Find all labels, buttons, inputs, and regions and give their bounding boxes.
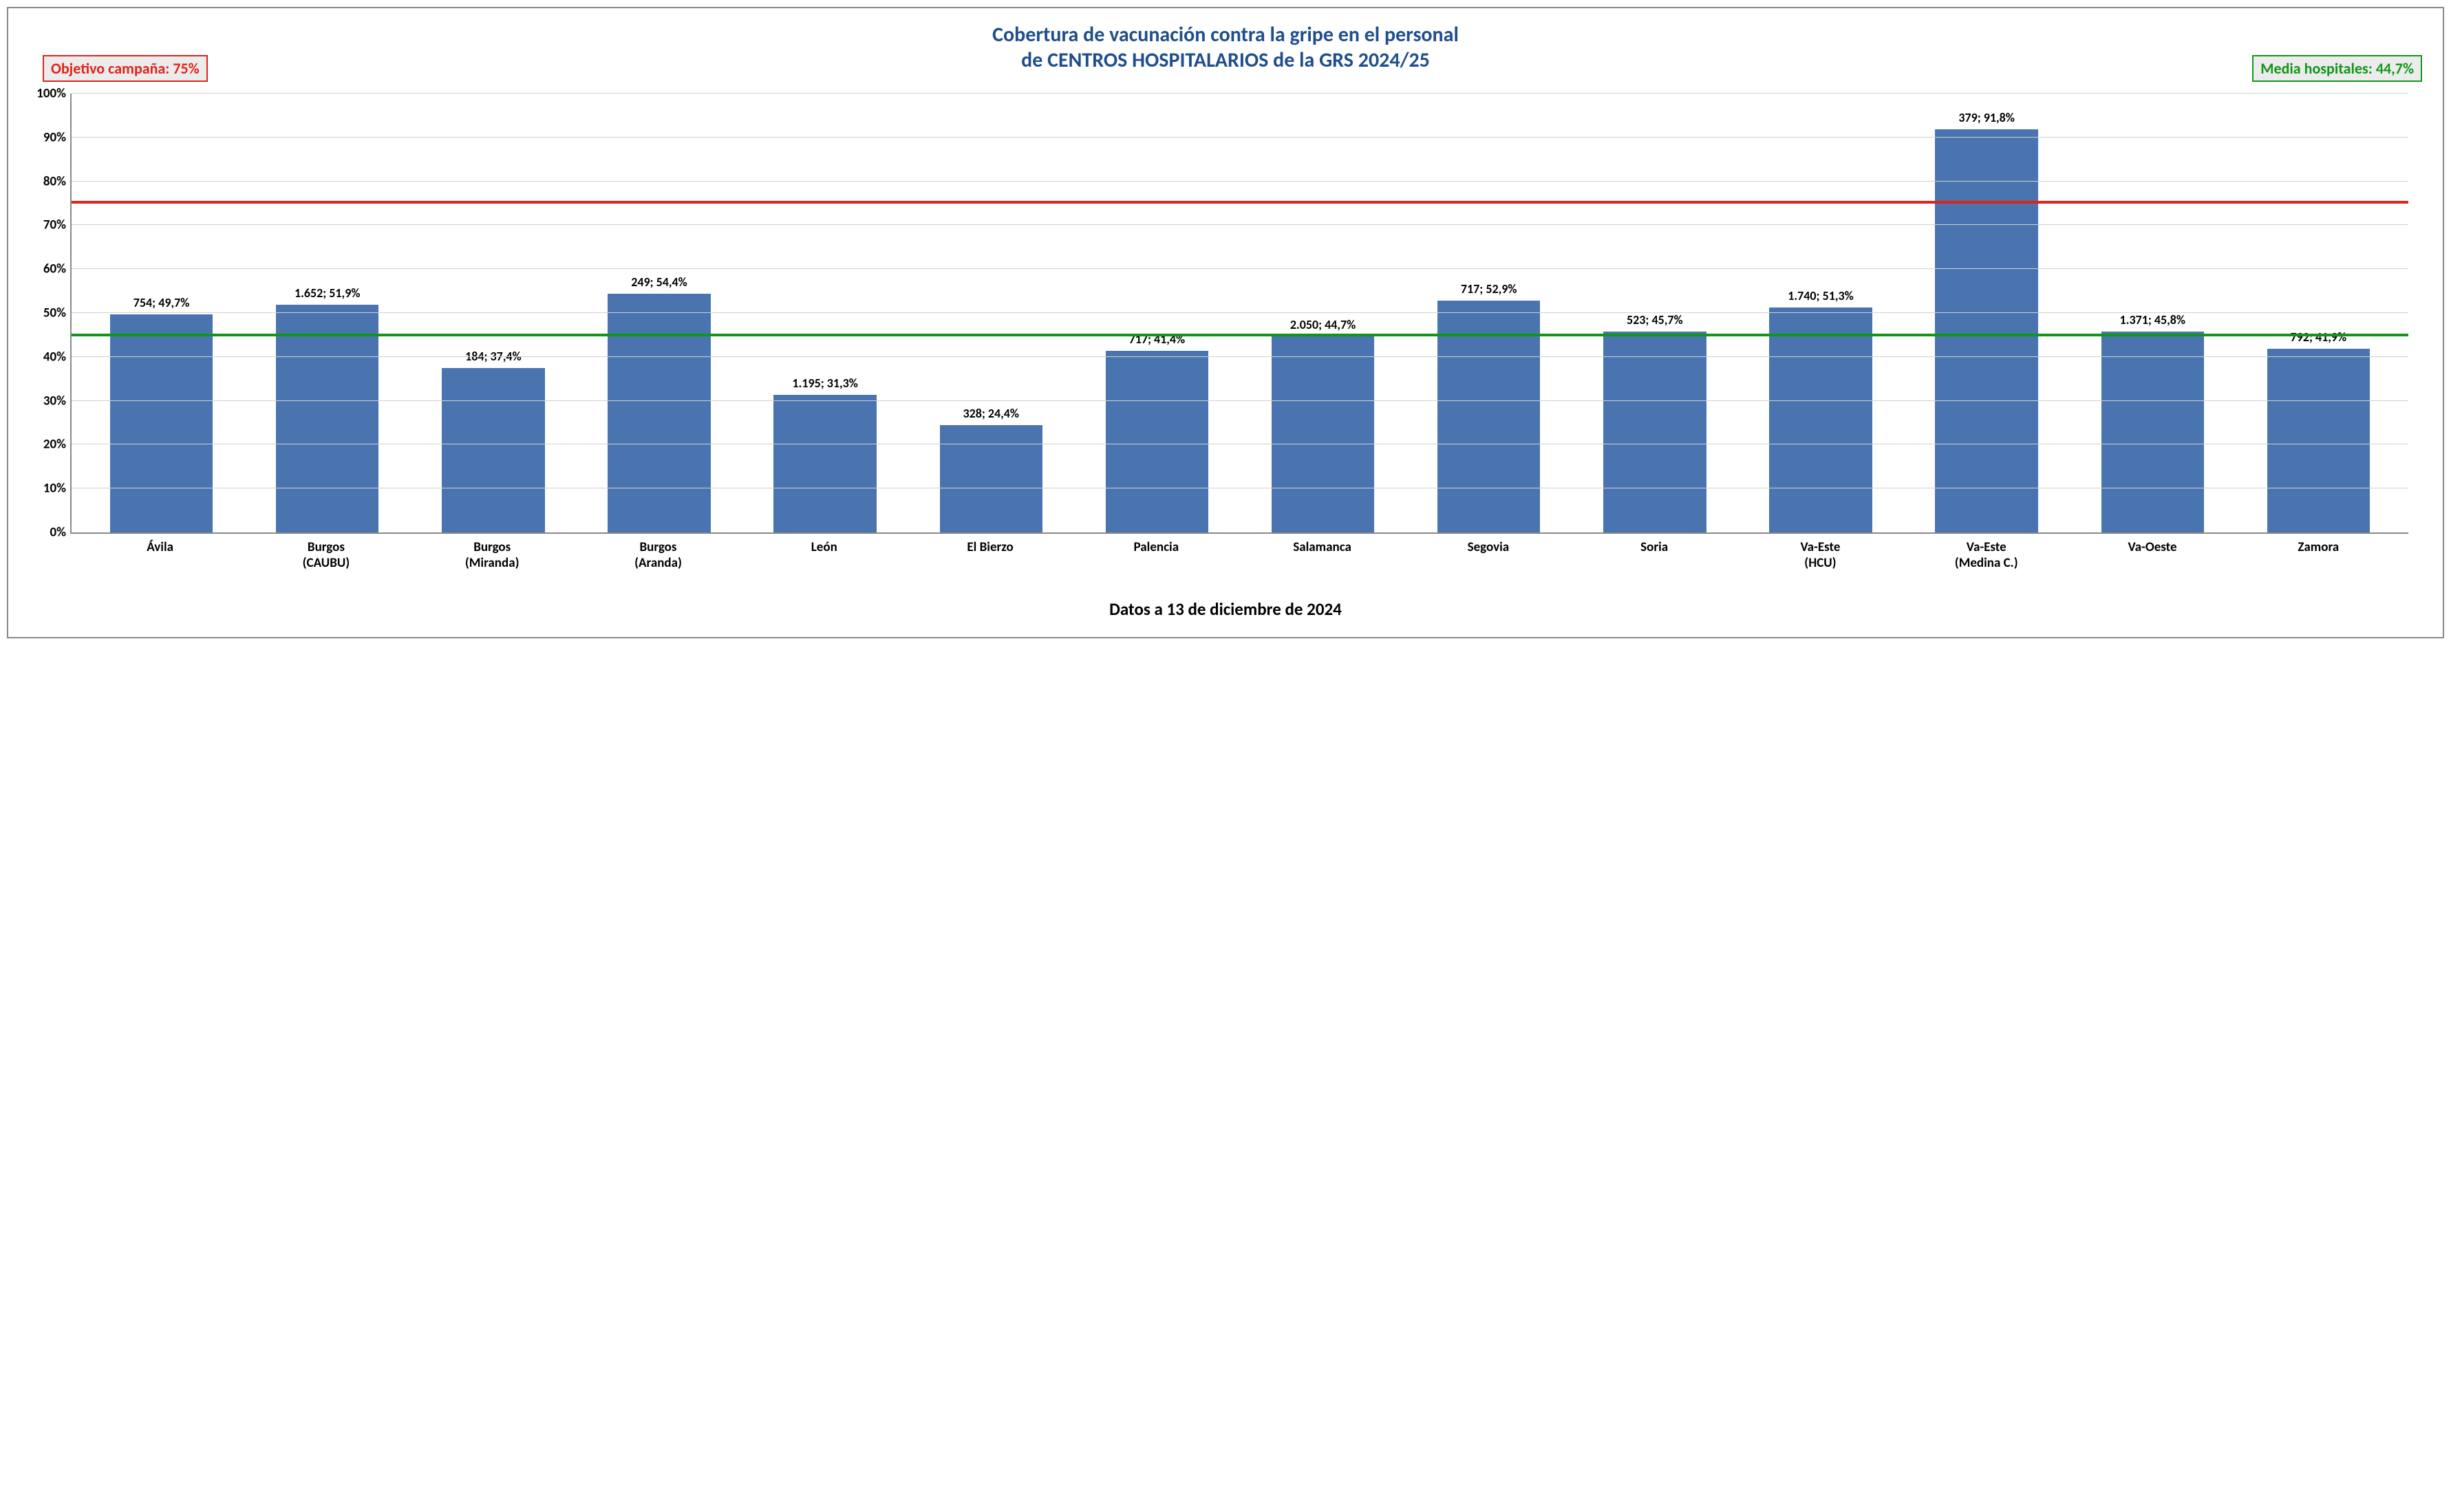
gridline <box>72 137 2408 138</box>
ytick-label: 40% <box>43 349 72 365</box>
bar-slot: 754; 49,7% <box>78 94 244 532</box>
bar-slot: 717; 41,4% <box>1074 94 1240 532</box>
gridline <box>72 356 2408 357</box>
chart-footer: Datos a 13 de diciembre de 2024 <box>29 598 2422 620</box>
x-axis-label: Burgos(Miranda) <box>409 539 575 571</box>
bar <box>276 305 379 532</box>
bar-value-label: 754; 49,7% <box>133 295 190 310</box>
x-axis-label: Burgos(Aranda) <box>575 539 741 571</box>
bar-value-label: 1.740; 51,3% <box>1788 288 1853 303</box>
bar-value-label: 2.050; 44,7% <box>1290 317 1356 332</box>
ytick-label: 10% <box>43 481 72 497</box>
bar <box>1935 129 2038 532</box>
bar-slot: 523; 45,7% <box>1572 94 1737 532</box>
footer-text: Datos a 13 de diciembre de 2024 <box>1109 598 1342 620</box>
x-axis-label: Soria <box>1572 539 1737 571</box>
gridline <box>72 93 2408 94</box>
objective-line <box>72 201 2408 204</box>
objective-badge: Objetivo campaña: 75% <box>43 55 208 82</box>
bar-slot: 328; 24,4% <box>908 94 1074 532</box>
bar-slot: 1.652; 51,9% <box>244 94 410 532</box>
bar <box>110 314 213 532</box>
bar-slot: 1.740; 51,3% <box>1737 94 1903 532</box>
bar <box>1603 332 1706 532</box>
mean-badge: Media hospitales: 44,7% <box>2252 55 2422 82</box>
x-axis-label: Ávila <box>77 539 243 571</box>
bar-value-label: 1.195; 31,3% <box>792 376 857 391</box>
bar-slot: 1.371; 45,8% <box>2070 94 2236 532</box>
x-axis-label: Zamora <box>2236 539 2401 571</box>
ytick-label: 60% <box>43 261 72 277</box>
gridline <box>72 400 2408 401</box>
bar-value-label: 1.652; 51,9% <box>295 285 360 301</box>
bar <box>1769 307 1872 532</box>
plot-region: 754; 49,7% 1.652; 51,9% 184; 37,4% 249; 54,… <box>70 94 2408 534</box>
x-axis-label: El Bierzo <box>907 539 1073 571</box>
x-axis-label: Va-Este(Medina C.) <box>1903 539 2069 571</box>
title-line-1: Cobertura de vacunación contra la gripe … <box>29 22 2422 47</box>
bar-value-label: 792; 41,9% <box>2291 330 2347 345</box>
bar-value-label: 328; 24,4% <box>963 406 1019 421</box>
bar <box>940 425 1043 532</box>
x-axis-label: Salamanca <box>1239 539 1405 571</box>
chart-frame: Objetivo campaña: 75% Media hospitales: … <box>7 7 2444 638</box>
ytick-label: 30% <box>43 393 72 409</box>
bar-value-label: 1.371; 45,8% <box>2120 312 2185 327</box>
title-line2-prefix: de <box>1021 47 1047 73</box>
gridline <box>72 181 2408 182</box>
x-axis-label: Va-Este(HCU) <box>1737 539 1903 571</box>
ytick-label: 80% <box>43 173 72 189</box>
bar <box>773 395 877 532</box>
x-axis-label: Va-Oeste <box>2069 539 2235 571</box>
bar-slot: 717; 52,9% <box>1406 94 1572 532</box>
bar <box>1106 351 1209 532</box>
ytick-label: 0% <box>50 525 72 541</box>
title-line2-emph: CENTROS HOSPITALARIOS <box>1047 47 1268 73</box>
bar-value-label: 379; 91,8% <box>1958 110 2015 125</box>
bar <box>1272 336 1375 532</box>
bar <box>442 368 545 532</box>
chart-area: 754; 49,7% 1.652; 51,9% 184; 37,4% 249; 54,… <box>70 94 2408 571</box>
ytick-label: 100% <box>36 86 72 102</box>
x-axis-label: Segovia <box>1405 539 1571 571</box>
bar-slot: 249; 54,4% <box>576 94 742 532</box>
gridline <box>72 312 2408 313</box>
bar-value-label: 249; 54,4% <box>631 274 687 290</box>
mean-badge-text: Media hospitales: 44,7% <box>2260 59 2414 78</box>
x-axis-labels: ÁvilaBurgos(CAUBU)Burgos(Miranda)Burgos(… <box>70 539 2408 571</box>
bar-value-label: 717; 52,9% <box>1461 281 1517 296</box>
ytick-label: 20% <box>43 437 72 453</box>
bar <box>2267 349 2370 532</box>
x-axis-label: Burgos(CAUBU) <box>243 539 409 571</box>
bars-container: 754; 49,7% 1.652; 51,9% 184; 37,4% 249; 54,… <box>72 94 2408 532</box>
bar-slot: 792; 41,9% <box>2236 94 2401 532</box>
bar-slot: 2.050; 44,7% <box>1240 94 1406 532</box>
mean-line <box>72 334 2408 336</box>
ytick-label: 90% <box>43 129 72 145</box>
gridline <box>72 268 2408 269</box>
objective-badge-text: Objetivo campaña: 75% <box>51 59 200 78</box>
title-line2-suffix: de la GRS 2024/25 <box>1268 47 1430 73</box>
x-axis-label: León <box>741 539 907 571</box>
gridline <box>72 224 2408 225</box>
x-axis-label: Palencia <box>1073 539 1239 571</box>
bar-slot: 379; 91,8% <box>1904 94 2070 532</box>
chart-title: Cobertura de vacunación contra la gripe … <box>29 22 2422 73</box>
title-line-2: de CENTROS HOSPITALARIOS de la GRS 2024/… <box>29 47 2422 73</box>
bar-slot: 184; 37,4% <box>410 94 576 532</box>
bar-slot: 1.195; 31,3% <box>742 94 908 532</box>
bar-value-label: 523; 45,7% <box>1627 312 1683 327</box>
ytick-label: 70% <box>43 217 72 233</box>
bar <box>2101 332 2205 532</box>
bar <box>608 294 711 532</box>
ytick-label: 50% <box>43 305 72 321</box>
